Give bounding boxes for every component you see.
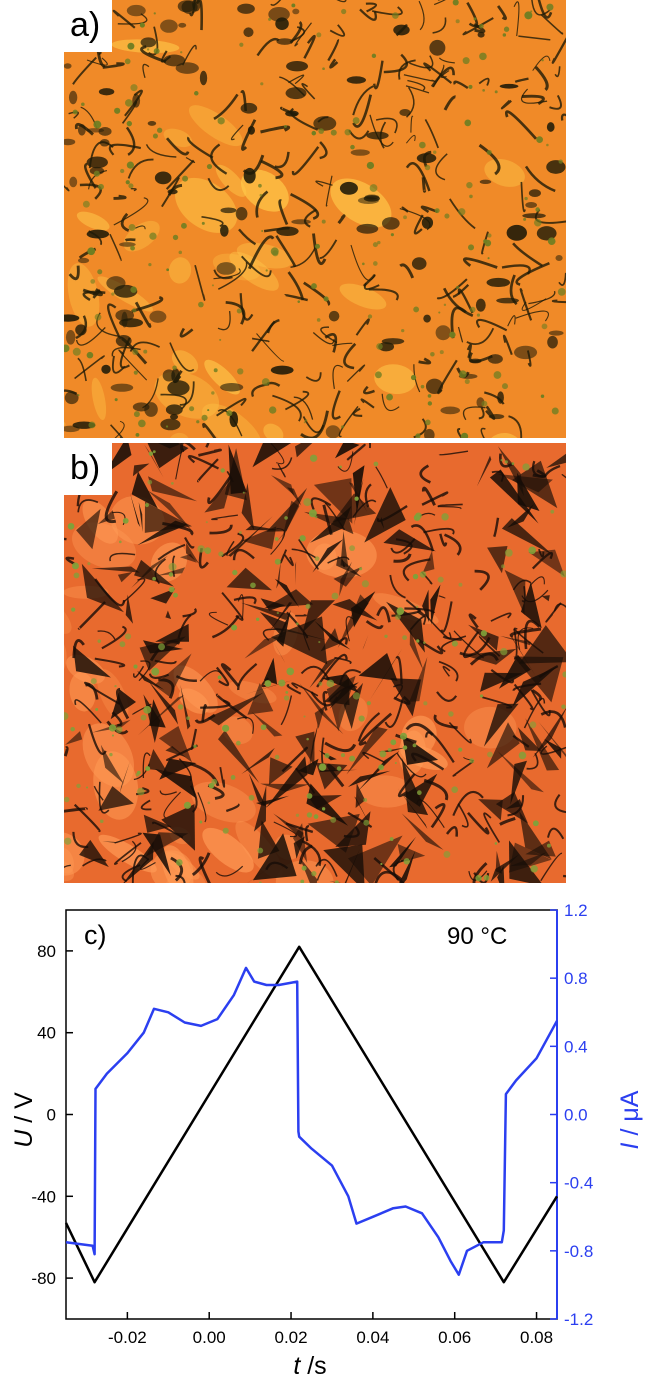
current-series-line: [65, 966, 559, 1276]
micrograph-b: b): [64, 443, 566, 883]
x-tick-label: 0.08: [520, 1328, 553, 1347]
temperature-annotation: 90 °C: [447, 923, 507, 950]
y-right-tick-label: 0.0: [564, 1106, 588, 1125]
y-left-tick-label: -40: [31, 1187, 56, 1206]
micrograph-a-image: [64, 0, 566, 438]
y-right-tick-label: 0.8: [564, 969, 588, 988]
micrograph-a: a): [64, 0, 566, 438]
current-voltage-chart: c) 90 °C t /s U / V I / μA -0.02 0.00 0.02…: [10, 901, 644, 1380]
plot-frame: [65, 909, 558, 1320]
y-right-tick-label: 1.2: [564, 901, 588, 920]
x-tick-label: 0.02: [274, 1328, 307, 1347]
voltage-series-line: [64, 945, 559, 1284]
y-left-tick-label: -80: [31, 1269, 56, 1288]
y-right-tick-label: -0.8: [564, 1242, 593, 1261]
y-left-tick-label: 80: [37, 942, 56, 961]
x-axis-label: t /s: [293, 1352, 326, 1380]
micrograph-b-image: [64, 443, 566, 883]
y-left-tick-label: 40: [37, 1024, 56, 1043]
y-right-tick-label: 0.4: [564, 1037, 588, 1056]
y-right-tick-label: -1.2: [564, 1310, 593, 1329]
texture-pattern: [64, 0, 566, 438]
x-tick-label: 0.00: [193, 1328, 226, 1347]
x-tick-label: 0.04: [356, 1328, 389, 1347]
x-tick-label: 0.06: [438, 1328, 471, 1347]
y-axis-left-label: U / V: [10, 1092, 38, 1148]
panel-label-b: b): [64, 443, 113, 495]
panel-label-a: a): [64, 0, 113, 52]
chart-panel-label: c): [84, 920, 107, 950]
y-left-tick-label: 0: [47, 1106, 56, 1125]
x-tick-label: -0.02: [108, 1328, 147, 1347]
y-axis-right-label: I / μA: [616, 1090, 644, 1149]
y-right-tick-label: -0.4: [564, 1174, 593, 1193]
